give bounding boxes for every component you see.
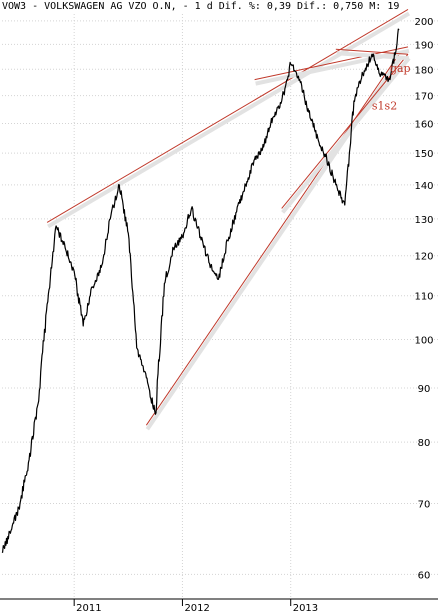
y-tick-label: 120: [414, 252, 433, 263]
y-tick-label: 130: [414, 215, 433, 226]
x-tick-label: 2011: [76, 603, 101, 614]
trendline: [46, 9, 409, 223]
y-tick-label: 140: [414, 181, 433, 192]
y-tick-label: 70: [418, 500, 431, 511]
trendline-shadow: [281, 56, 411, 214]
trendlines: [46, 9, 411, 431]
annotation-label: s1s2: [372, 99, 397, 112]
y-tick-label: 100: [414, 336, 433, 347]
trendline: [281, 53, 409, 209]
series-line: [1, 28, 400, 553]
price-series: [1, 28, 400, 553]
y-axis-ticks: 60 70 80 90 100 110 120 130 140 150 160 170 180 190 20…: [414, 17, 433, 582]
trendline-shadow: [47, 11, 411, 229]
x-axis-ticks: 2011 2012 2013: [73, 599, 318, 614]
y-tick-label: 180: [414, 65, 433, 76]
y-tick-label: 200: [414, 17, 433, 28]
y-tick-label: 150: [414, 149, 433, 160]
x-tick-label: 2013: [293, 603, 318, 614]
y-tick-label: 160: [414, 119, 433, 130]
annotations: gap s1s2: [372, 62, 411, 112]
y-tick-label: 80: [418, 438, 431, 449]
annotation-label: gap: [390, 62, 411, 75]
y-tick-label: 60: [418, 570, 431, 581]
y-tick-label: 90: [418, 384, 431, 395]
chart-header: VOW3 - VOLKSWAGEN AG VZO O.N, - 1 d Dif.…: [2, 1, 399, 12]
y-tick-label: 170: [414, 92, 433, 103]
x-tick-label: 2012: [184, 603, 209, 614]
y-tick-label: 190: [414, 40, 433, 51]
trendline: [145, 53, 400, 426]
y-tick-label: 110: [414, 292, 433, 303]
